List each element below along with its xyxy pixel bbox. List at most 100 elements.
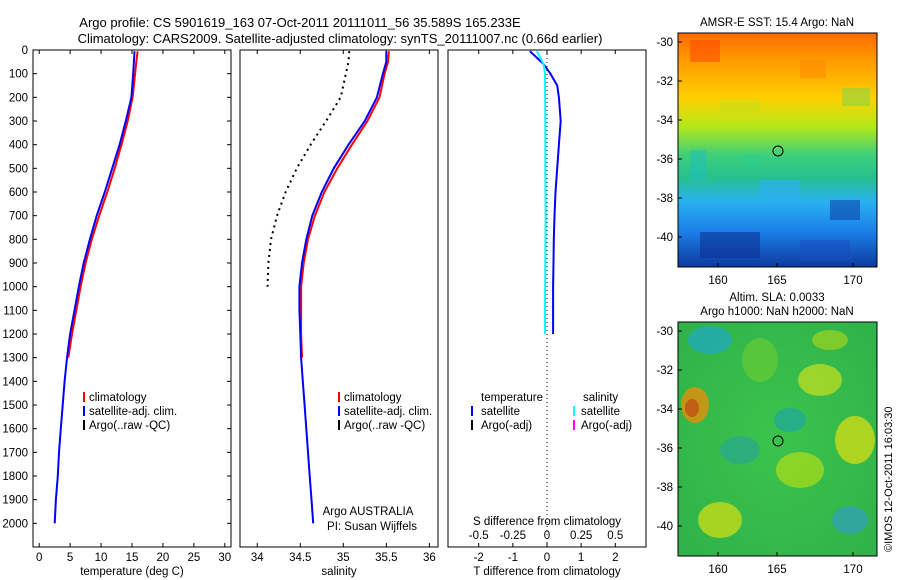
difference-xlabel-salinity: S difference from climatology — [473, 516, 621, 528]
map-lon-label: 165 — [767, 564, 786, 576]
salinity-legend: climatology satellite-adj. clim. Argo(..… — [338, 392, 432, 432]
depth-tick-label: 1900 — [2, 495, 28, 507]
figure-title-line2: Climatology: CARS2009. Satellite-adjuste… — [78, 31, 603, 46]
x2-tick-label: 0.5 — [607, 530, 623, 542]
credit-label: ©IMOS 12-Oct-2011 16:03:30 — [883, 407, 895, 552]
map-lon-label: 170 — [843, 564, 862, 576]
legend-label-satellite: satellite-adj. clim. — [89, 406, 177, 418]
map-lat-label: -38 — [656, 193, 673, 205]
legend-title-salinity: salinity — [583, 392, 618, 404]
depth-tick-label: 900 — [9, 258, 28, 270]
depth-tick-label: 1600 — [2, 424, 28, 436]
salinity-annotation-line1: Argo AUSTRALIA — [323, 506, 414, 518]
x2-tick-label: 0.25 — [570, 530, 592, 542]
argo-location-marker — [772, 145, 784, 157]
legend-label-s-argo: Argo(-adj) — [581, 420, 632, 432]
x-tick-label: 30 — [218, 552, 231, 564]
x-tick-label: 35.5 — [375, 552, 397, 564]
depth-tick-label: 400 — [9, 140, 28, 152]
x-tick-label: 0 — [544, 552, 550, 564]
x-tick-label: 34 — [251, 552, 264, 564]
sst-map-panel: AMSR-E SST: 15.4 Argo: NaN 160 165 170 -30 -… — [656, 17, 878, 287]
x-tick-label: 0 — [36, 552, 42, 564]
difference-xlabel: T difference from climatology — [473, 566, 620, 578]
figure-title-line1: Argo profile: CS 5901619_163 07-Oct-2011… — [79, 15, 521, 30]
temperature-panel: 0100200300400500600700800900100011001200… — [2, 45, 646, 578]
legend-label-climatology: climatology — [344, 392, 402, 404]
sla-map-texture — [681, 326, 875, 538]
x2-tick-label: -0.5 — [469, 530, 489, 542]
series-line-satellite-adj-clim- — [53, 51, 136, 524]
x-tick-label: 1 — [578, 552, 584, 564]
x-tick-label: 5 — [67, 552, 73, 564]
map-lon-label: 160 — [708, 275, 727, 287]
sst-map-axes: 160 165 170 -30 -32 -34 -36 -38 -40 — [656, 37, 862, 287]
depth-tick-label: 800 — [9, 234, 28, 246]
temperature-series — [53, 51, 139, 524]
map-lat-label: -38 — [656, 482, 673, 494]
map-lat-label: -34 — [656, 404, 673, 416]
legend-label-t-argo: Argo(-adj) — [481, 420, 532, 432]
depth-tick-label: 700 — [9, 211, 28, 223]
map-lat-label: -32 — [656, 365, 673, 377]
depth-tick-label: 1700 — [2, 447, 28, 459]
series-line-satellite — [529, 50, 562, 334]
legend-label-s-satellite: satellite — [581, 406, 620, 418]
x-tick-label: 10 — [95, 552, 108, 564]
temperature-axes — [32, 49, 232, 548]
difference-series — [529, 50, 562, 334]
legend-label-climatology: climatology — [89, 392, 147, 404]
map-lat-label: -40 — [656, 521, 673, 533]
x-tick-label: -2 — [474, 552, 484, 564]
salinity-annotation-line2: PI: Susan Wijffels — [327, 521, 417, 533]
x-tick-label: 35 — [337, 552, 350, 564]
x-tick-label: 15 — [126, 552, 139, 564]
depth-tick-label: 600 — [9, 187, 28, 199]
depth-tick-label: 1000 — [2, 282, 28, 294]
salinity-series — [266, 51, 390, 524]
map-lon-label: 160 — [708, 564, 727, 576]
series-line-climatology — [67, 51, 139, 358]
salinity-x-axis: 34 34.5 35 35.5 36 — [251, 50, 436, 564]
legend-label-argo: Argo(..raw -QC) — [344, 420, 425, 432]
depth-tick-label: 1800 — [2, 471, 28, 483]
salinity-axes — [239, 49, 439, 548]
argo-location-marker — [772, 435, 784, 447]
sst-map-field — [678, 33, 877, 267]
map-lat-label: -36 — [656, 443, 673, 455]
x-tick-label: 25 — [187, 552, 200, 564]
x-tick-label: 34.5 — [289, 552, 311, 564]
depth-tick-label: 1100 — [3, 305, 28, 317]
legend-title-temperature: temperature — [481, 392, 543, 404]
map-lat-label: -34 — [656, 115, 673, 127]
depth-tick-label: 200 — [9, 92, 28, 104]
map-lon-label: 165 — [767, 275, 786, 287]
legend-label-argo: Argo(..raw -QC) — [89, 420, 170, 432]
depth-tick-label: 2000 — [2, 518, 28, 530]
salinity-xlabel: salinity — [321, 566, 356, 578]
map-lat-label: -36 — [656, 154, 673, 166]
depth-tick-label: 100 — [9, 69, 28, 81]
series-line-climatology — [300, 51, 390, 358]
depth-tick-label: 300 — [9, 116, 28, 128]
temperature-legend: climatology satellite-adj. clim. Argo(..… — [83, 392, 177, 432]
x-tick-label: 36 — [423, 552, 436, 564]
depth-tick-label: 1500 — [2, 400, 28, 412]
depth-tick-label: 1400 — [2, 376, 28, 388]
depth-tick-label: 500 — [9, 163, 28, 175]
temperature-x-axis: 0 5 10 15 20 25 30 — [36, 50, 231, 564]
depth-tick-label: 0 — [22, 45, 28, 57]
sla-map-title-line1: Altim. SLA: 0.0033 — [729, 292, 824, 304]
map-lat-label: -30 — [656, 326, 673, 338]
sst-map-title: AMSR-E SST: 15.4 Argo: NaN — [700, 17, 854, 29]
sla-map-panel: Altim. SLA: 0.0033 Argo h1000: NaN h2000… — [656, 292, 878, 576]
sla-map-axes: 160 165 170 -30 -32 -34 -36 -38 -40 — [656, 326, 862, 576]
series-line-argo-raw-qc- — [266, 51, 351, 287]
legend-label-t-satellite: satellite — [481, 406, 520, 418]
x2-tick-label: 0 — [544, 530, 550, 542]
x-tick-label: 20 — [157, 552, 170, 564]
x-tick-label: -1 — [508, 552, 518, 564]
sla-map-title-line2: Argo h1000: NaN h2000: NaN — [700, 306, 853, 318]
map-lat-label: -40 — [656, 232, 673, 244]
